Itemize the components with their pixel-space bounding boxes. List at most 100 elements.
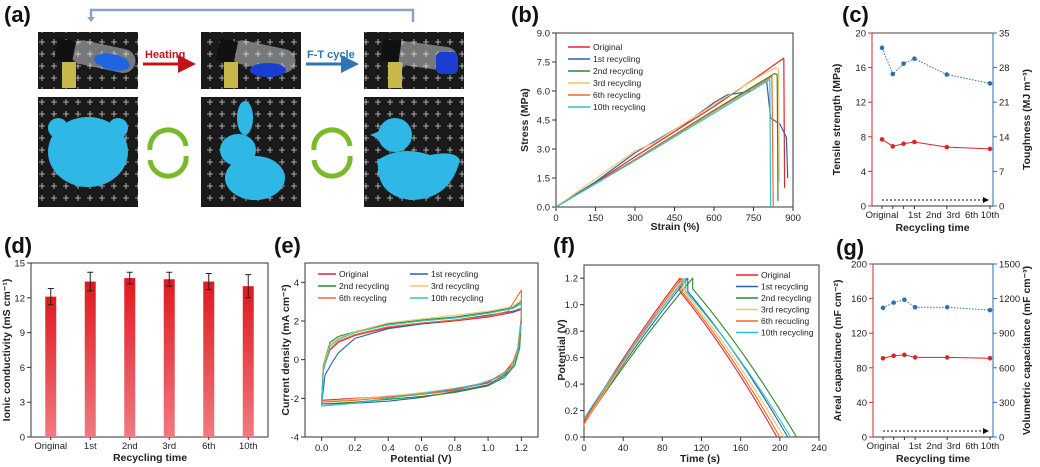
x-tick-label: 6th xyxy=(202,441,215,452)
y-tick-label: 14 xyxy=(999,132,1010,143)
y-tick-label: 1.5 xyxy=(537,174,550,185)
y-tick-label: 40 xyxy=(856,398,867,409)
y-tick-label: 0 xyxy=(862,433,867,444)
gcd-curve xyxy=(583,277,778,438)
data-point xyxy=(987,355,993,361)
data-point xyxy=(901,61,906,66)
x-tick-label: 1.2 xyxy=(515,443,528,454)
x-tick-label: 80 xyxy=(657,443,668,454)
series-line-10th-recycling xyxy=(555,78,772,208)
data-point xyxy=(902,352,907,358)
chart-b-stress-strain: (b) 0 150 300 450 600 750 900 0.0 1.5 3.0 4.5 6.0 7.5… xyxy=(511,2,801,233)
y-tick-label: 9 xyxy=(20,328,25,339)
panel-label: (c) xyxy=(842,2,869,27)
heating-label: Heating xyxy=(145,49,185,61)
error-bar xyxy=(166,271,173,287)
y-tick-label: 0.0 xyxy=(537,203,550,214)
x-tick-label: 1st xyxy=(84,441,97,452)
y-tick-label: 8 xyxy=(861,132,866,143)
data-point xyxy=(880,305,886,311)
x-axis-title: Recycling time xyxy=(896,453,970,465)
x-tick-label: 160 xyxy=(733,443,749,454)
y-tick-label: 0 xyxy=(294,355,299,366)
y-tick-label: 4 xyxy=(861,167,866,178)
x-axis-title: Recycling time xyxy=(895,222,969,234)
y-tick-label: 600 xyxy=(999,363,1015,374)
y-axis-title: Potential (V) xyxy=(556,319,568,380)
x-tick-label: 750 xyxy=(746,213,762,224)
y-tick-label: 4.5 xyxy=(537,116,550,127)
x-tick-label: Original xyxy=(866,210,899,221)
y-tick-label: 0 xyxy=(861,202,866,213)
data-point xyxy=(987,81,993,86)
x-axis-title: Potential (V) xyxy=(390,453,451,465)
panel-label: (e) xyxy=(274,233,301,258)
x-tick-label: 3rd xyxy=(162,441,176,452)
x-tick-label: 0 xyxy=(581,443,586,454)
y-tick-label: 6.0 xyxy=(537,87,550,98)
photo-vial-melted xyxy=(201,32,301,89)
y-axis-title: Tensile strength (MPa) xyxy=(831,64,843,176)
legend-label: 2nd recycling xyxy=(339,281,389,291)
recycle-icon xyxy=(147,127,189,179)
y-tick-label: 0.8 xyxy=(565,327,578,338)
data-point xyxy=(902,297,907,303)
x-tick-label: 0.0 xyxy=(315,443,328,454)
gcd-curve xyxy=(583,277,781,438)
data-point xyxy=(912,56,917,62)
x-tick-label: 3rd xyxy=(946,210,960,221)
data-point xyxy=(944,144,950,150)
y-tick-label: -2 xyxy=(291,394,299,405)
y-tick-label: 0.6 xyxy=(565,353,578,364)
y-tick-label: 0.4 xyxy=(565,380,578,391)
y-axis-title: Toughness (MJ m⁻³) xyxy=(1021,69,1033,170)
series-line xyxy=(881,138,991,150)
y-tick-label: 0 xyxy=(999,202,1004,213)
y-tick-label: 120 xyxy=(851,329,867,340)
panel-label: (g) xyxy=(836,235,864,260)
data-point xyxy=(987,146,993,152)
x-tick-label: 240 xyxy=(811,443,827,454)
legend-label: 3rd recycling xyxy=(431,281,479,291)
x-tick-label: 40 xyxy=(618,443,629,454)
x-tick-label: 1st xyxy=(908,210,921,221)
x-tick-label: Original xyxy=(34,441,67,452)
x-tick-label: 300 xyxy=(627,213,643,224)
recycle-icon xyxy=(311,127,353,179)
data-point xyxy=(880,355,886,361)
data-point xyxy=(944,355,950,360)
legend-label: 1st recycling xyxy=(761,282,809,292)
loop-arrow-head-icon xyxy=(87,17,95,22)
x-tick-label: 6th xyxy=(965,441,978,452)
x-axis-title: Recycling time xyxy=(113,452,187,464)
y-axis-title: Stress (MPa) xyxy=(519,88,531,152)
y-tick-label: 0 xyxy=(20,433,25,444)
x-tick-label: 450 xyxy=(667,213,683,224)
data-point xyxy=(987,307,993,313)
data-point xyxy=(891,353,896,358)
x-tick-label: 6th xyxy=(965,210,978,221)
x-tick-label: 0.6 xyxy=(415,443,428,454)
photo-bear-shape xyxy=(38,97,138,207)
bar xyxy=(242,286,254,437)
loop-arrow xyxy=(89,8,415,22)
x-tick-label: 120 xyxy=(694,443,710,454)
data-point xyxy=(912,139,917,145)
x-axis-title: Time (s) xyxy=(680,453,720,465)
series-line-original xyxy=(555,57,786,208)
photo-rabbit-shape xyxy=(201,97,301,207)
y-tick-label: 900 xyxy=(999,329,1015,340)
bar xyxy=(84,281,96,437)
y-tick-label: 3 xyxy=(20,398,25,409)
plot-frame xyxy=(30,262,269,438)
chart-g-recycling: (g) 0 40 80 120 160 200 0 300 600 900 1200 1500 Origi… xyxy=(832,235,1033,465)
y-tick-label: 80 xyxy=(856,363,867,374)
y-tick-label: 200 xyxy=(851,260,867,271)
y-axis-title: Ionic conductivity (mS cm⁻¹) xyxy=(1,279,13,422)
x-tick-label: 2nd xyxy=(926,441,942,452)
gcd-curve xyxy=(583,277,792,438)
data-point xyxy=(890,71,896,77)
legend-label: 2nd recycling xyxy=(761,293,811,303)
legend-label: Original xyxy=(761,270,790,280)
bar xyxy=(45,296,57,437)
